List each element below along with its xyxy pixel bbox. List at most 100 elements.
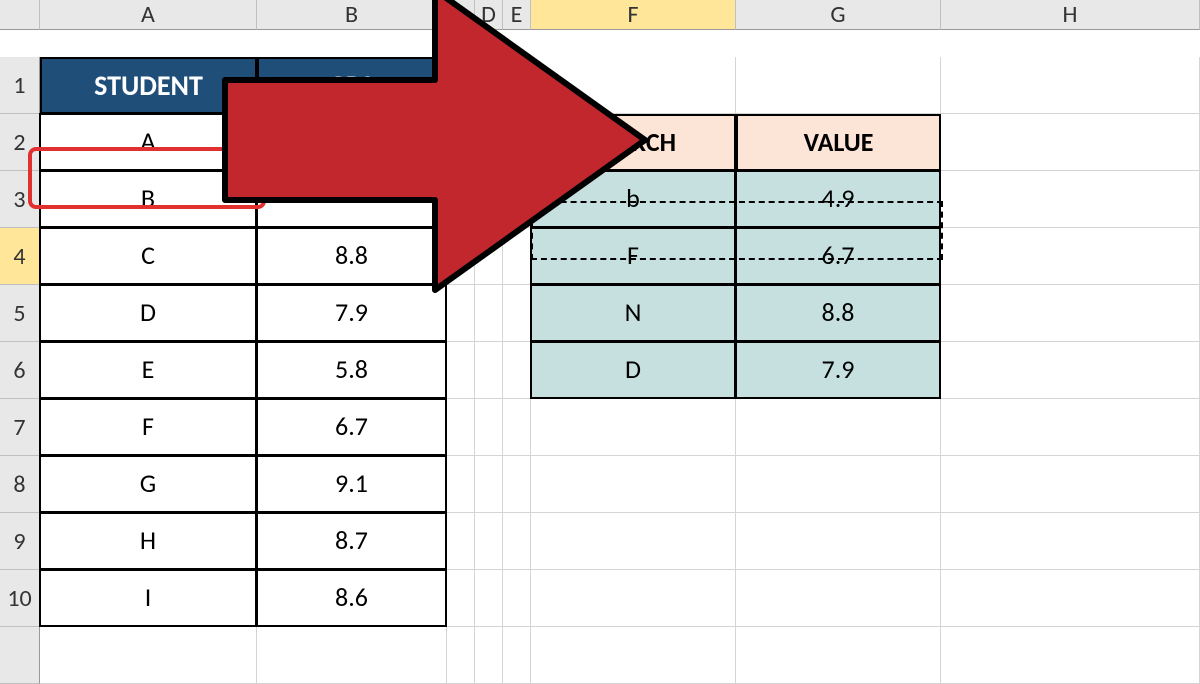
cell-B10[interactable]: 8.6	[256, 569, 447, 627]
cell-F4[interactable]: F	[530, 227, 736, 285]
cell-F1[interactable]	[531, 57, 736, 114]
cell-A9[interactable]: H	[39, 512, 257, 570]
cell-E6[interactable]	[503, 342, 531, 399]
cell-D5[interactable]	[475, 285, 503, 342]
cell-E2[interactable]	[503, 114, 531, 171]
cell-D8[interactable]	[475, 456, 503, 513]
cell-D9[interactable]	[475, 513, 503, 570]
cell-C8[interactable]	[447, 456, 475, 513]
col-header-C[interactable]: C	[447, 0, 475, 30]
cell-H7[interactable]	[941, 399, 1200, 456]
row-header-3[interactable]: 3	[0, 171, 40, 228]
cell-G7[interactable]	[736, 399, 941, 456]
row-header-8[interactable]: 8	[0, 456, 40, 513]
cell-D7[interactable]	[475, 399, 503, 456]
cell-H4[interactable]	[941, 228, 1200, 285]
cell-D2[interactable]	[475, 114, 503, 171]
cell-G9[interactable]	[736, 513, 941, 570]
cell-B4[interactable]: 8.8	[256, 227, 447, 285]
cell-B8[interactable]: 9.1	[256, 455, 447, 513]
cell-G1[interactable]	[736, 57, 941, 114]
cell-F9[interactable]	[531, 513, 736, 570]
cell-C6[interactable]	[447, 342, 475, 399]
cell-F11[interactable]	[531, 627, 736, 684]
cell-H9[interactable]	[941, 513, 1200, 570]
col-header-D[interactable]: D	[475, 0, 503, 30]
cell-D10[interactable]	[475, 570, 503, 627]
cell-G3[interactable]: 4.9	[735, 170, 941, 228]
row-header-1[interactable]: 1	[0, 57, 40, 114]
cell-B9[interactable]: 8.7	[256, 512, 447, 570]
cell-A1[interactable]: STUDENT	[40, 57, 257, 114]
cell-H8[interactable]	[941, 456, 1200, 513]
cell-E4[interactable]	[503, 228, 531, 285]
cell-E7[interactable]	[503, 399, 531, 456]
cell-C10[interactable]	[447, 570, 475, 627]
cell-F2[interactable]: SEARCH	[531, 114, 736, 171]
cell-D3[interactable]	[475, 171, 503, 228]
row-header-2[interactable]: 2	[0, 114, 40, 171]
row-header-6[interactable]: 6	[0, 342, 40, 399]
cell-H10[interactable]	[941, 570, 1200, 627]
cell-F6[interactable]: D	[530, 341, 736, 399]
col-header-B[interactable]: B	[257, 0, 447, 30]
cell-E9[interactable]	[503, 513, 531, 570]
cell-C11[interactable]	[447, 627, 475, 684]
cell-B1[interactable]: GPA	[257, 57, 447, 114]
cell-G5[interactable]: 8.8	[735, 284, 941, 342]
cell-A4[interactable]: C	[39, 227, 257, 285]
cell-F7[interactable]	[531, 399, 736, 456]
cell-F5[interactable]: N	[530, 284, 736, 342]
col-header-F[interactable]: F	[531, 0, 736, 30]
cell-C9[interactable]	[447, 513, 475, 570]
col-header-A[interactable]: A	[40, 0, 257, 30]
cell-B6[interactable]: 5.8	[256, 341, 447, 399]
cell-H5[interactable]	[941, 285, 1200, 342]
cell-D1[interactable]	[475, 57, 503, 114]
cell-E5[interactable]	[503, 285, 531, 342]
cell-H11[interactable]	[941, 627, 1200, 684]
cell-F10[interactable]	[531, 570, 736, 627]
cell-H6[interactable]	[941, 342, 1200, 399]
row-header-10[interactable]: 10	[0, 570, 40, 627]
cell-D6[interactable]	[475, 342, 503, 399]
cell-C4[interactable]	[447, 228, 475, 285]
col-header-E[interactable]: E	[503, 0, 531, 30]
cell-H3[interactable]	[941, 171, 1200, 228]
cell-E11[interactable]	[503, 627, 531, 684]
cell-A11[interactable]	[40, 627, 257, 684]
row-header-5[interactable]: 5	[0, 285, 40, 342]
cell-A8[interactable]: G	[39, 455, 257, 513]
cell-G6[interactable]: 7.9	[735, 341, 941, 399]
cell-C5[interactable]	[447, 285, 475, 342]
cell-D11[interactable]	[475, 627, 503, 684]
cell-C7[interactable]	[447, 399, 475, 456]
cell-C3[interactable]	[447, 171, 475, 228]
cell-E3[interactable]	[503, 171, 531, 228]
col-header-H[interactable]: H	[941, 0, 1200, 30]
cell-B11[interactable]	[257, 627, 447, 684]
col-header-G[interactable]: G	[736, 0, 941, 30]
cell-B2[interactable]: 7.5	[256, 113, 447, 171]
cell-D4[interactable]	[475, 228, 503, 285]
cell-F8[interactable]	[531, 456, 736, 513]
cell-C2[interactable]	[447, 114, 475, 171]
cell-B5[interactable]: 7.9	[256, 284, 447, 342]
cell-G8[interactable]	[736, 456, 941, 513]
cell-A7[interactable]: F	[39, 398, 257, 456]
cell-B3[interactable]	[256, 170, 447, 228]
cell-E10[interactable]	[503, 570, 531, 627]
cell-C1[interactable]	[447, 57, 475, 114]
cell-G11[interactable]	[736, 627, 941, 684]
cell-A2[interactable]: A	[39, 113, 257, 171]
cell-F3[interactable]: b	[530, 170, 736, 228]
cell-H1[interactable]	[941, 57, 1200, 114]
row-header-11[interactable]	[0, 627, 40, 684]
cell-G4[interactable]: 6.7	[735, 227, 941, 285]
cell-A10[interactable]: I	[39, 569, 257, 627]
select-all-corner[interactable]	[0, 0, 40, 30]
cell-E8[interactable]	[503, 456, 531, 513]
cell-H2[interactable]	[941, 114, 1200, 171]
cell-A6[interactable]: E	[39, 341, 257, 399]
cell-G10[interactable]	[736, 570, 941, 627]
